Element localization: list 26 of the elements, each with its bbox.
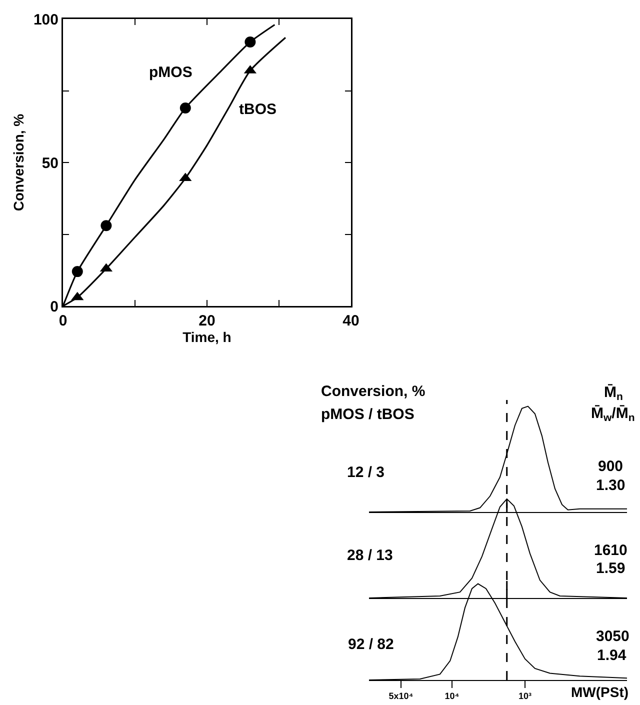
annotation: 92 / 82 xyxy=(348,636,394,653)
y-tick-label: 0 xyxy=(50,298,58,316)
annotation: M̄$_{w}$/M̄$_{n}$ xyxy=(591,405,635,424)
annotation: 1610 xyxy=(594,542,628,559)
annotation: 3050 xyxy=(596,628,630,645)
annotation: 1.94 xyxy=(597,647,627,664)
x-tick-label: 20 xyxy=(198,312,216,330)
annotation: tBOS xyxy=(239,101,276,118)
annotation: pMOS / tBOS xyxy=(321,406,414,423)
y-tick-label: 50 xyxy=(42,154,58,172)
annotation: 1.30 xyxy=(596,477,626,494)
text: Conversion, % xyxy=(321,383,426,400)
y-axis-title: Conversion, % xyxy=(10,113,26,212)
x-tick-label: 40 xyxy=(342,312,360,330)
annotation: 28 / 13 xyxy=(347,547,393,564)
y-tick-label: 100 xyxy=(33,11,58,28)
x-axis-title: Time, h xyxy=(182,329,232,345)
annotation: 1.59 xyxy=(596,560,626,577)
x-tick-label: 10⁴ xyxy=(444,690,460,701)
text: M̄$_{n}$ xyxy=(604,384,623,404)
x-tick-label: 5x10⁴ xyxy=(388,690,414,701)
annotation: pMOS xyxy=(149,64,192,81)
x-axis-title: MW(PSt) xyxy=(571,684,629,700)
x-tick-label: 10³ xyxy=(518,690,532,701)
annotation: 900 xyxy=(598,458,624,475)
annotation: 12 / 3 xyxy=(347,464,385,481)
